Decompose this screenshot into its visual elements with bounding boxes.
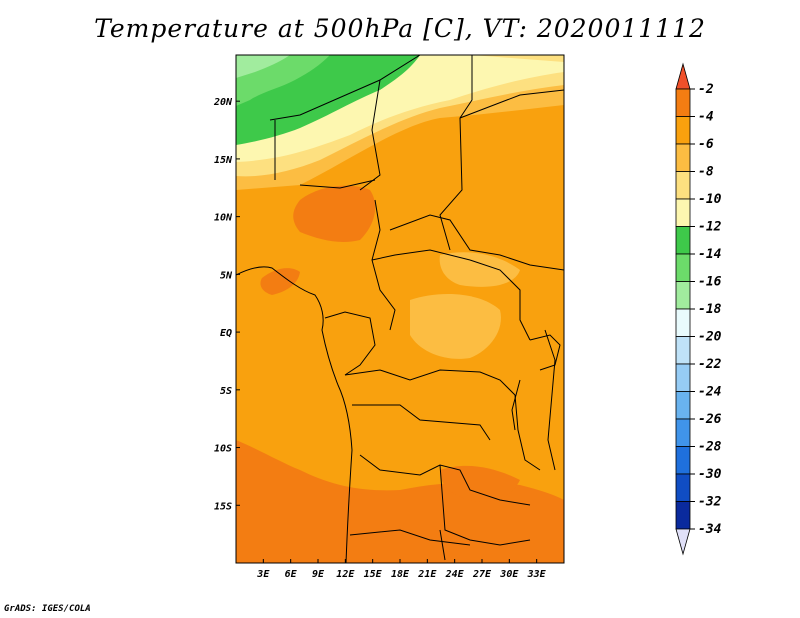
colorbar-label: -14 [698, 247, 722, 262]
colorbar-label: -22 [698, 357, 722, 372]
colorbar-label: -10 [698, 192, 722, 207]
colorbar-label: -6 [698, 137, 714, 152]
colorbar-label: -26 [698, 412, 722, 427]
x-tick-label: 15E [364, 569, 383, 580]
y-tick-label: 5N [220, 270, 233, 281]
grads-credit: GrADS: IGES/COLA [4, 604, 91, 614]
y-tick-label: 15S [214, 501, 232, 512]
colorbar-label: -8 [698, 165, 714, 180]
patch-minus2-southeast [440, 465, 520, 502]
patch-warm-west [260, 268, 300, 295]
x-tick-label: 30E [499, 569, 519, 580]
x-tick-label: 18E [391, 569, 410, 580]
x-tick-label: 24E [445, 569, 465, 580]
colorbar-swatch [675, 88, 691, 117]
x-tick-label: 3E [256, 569, 270, 580]
y-axis: 20N 15N 10N 5N EQ 5S 10S 15S [213, 97, 240, 512]
colorbar-swatch [675, 418, 691, 447]
colorbar-swatch [675, 473, 691, 502]
y-tick-label: 15N [214, 155, 233, 166]
x-tick-label: 21E [417, 569, 437, 580]
chart-title: Temperature at 500hPa [C], VT: 202001111… [94, 14, 706, 43]
colorbar-label: -20 [698, 330, 722, 345]
x-tick-label: 6E [285, 569, 298, 580]
colorbar-swatch [675, 281, 691, 310]
colorbar-label: -18 [698, 302, 722, 317]
colorbar-swatch [675, 308, 691, 337]
colorbar-label: -4 [698, 110, 714, 125]
colorbar-swatch [675, 253, 691, 282]
x-tick-label: 27E [472, 569, 492, 580]
colorbar-label: -28 [698, 440, 722, 455]
x-tick-label: 33E [527, 569, 547, 580]
colorbar-swatch [675, 198, 691, 227]
colorbar-label: -32 [698, 495, 722, 510]
y-tick-label: 5S [220, 386, 232, 397]
colorbar-cap-top [675, 62, 691, 90]
colorbar-label: -2 [698, 82, 714, 97]
colorbar-swatch [675, 336, 691, 365]
colorbar-swatch [675, 116, 691, 145]
colorbar-label: -24 [698, 385, 722, 400]
y-tick-label: 10S [214, 444, 232, 455]
colorbar-label: -16 [698, 275, 722, 290]
patch-warm-sahel [293, 185, 376, 243]
x-axis: 3E 6E 9E 12E 15E 18E 21E 24E 27E 30E 33E [256, 559, 547, 580]
y-tick-label: 10N [214, 213, 233, 224]
coastline [236, 266, 353, 563]
colorbar-swatch [675, 171, 691, 200]
band-minus16 [236, 55, 290, 78]
colorbar-label: -34 [698, 522, 722, 537]
patch-cool-east [439, 252, 520, 287]
colorbar-swatch [675, 446, 691, 475]
y-tick-label: 20N [213, 97, 233, 108]
x-tick-label: 9E [312, 569, 325, 580]
colorbar-swatch [675, 143, 691, 172]
colorbar-cap-bottom [675, 528, 691, 556]
colorbar-label: -12 [698, 220, 722, 235]
temperature-field [236, 55, 564, 563]
patch-cool-congo [410, 294, 501, 359]
colorbar-swatch [675, 391, 691, 420]
colorbar: -2 -4 -6 -8 -10 -12 -14 -16 -18 -20 -22 -24 -26 -28 -3… [675, 62, 722, 556]
colorbar-swatch [675, 363, 691, 392]
colorbar-label: -30 [698, 467, 722, 482]
colorbar-swatch [675, 501, 691, 530]
y-tick-label: EQ [220, 328, 232, 339]
colorbar-swatch [675, 226, 691, 255]
country-borders [236, 55, 564, 563]
band-minus2-south [236, 440, 564, 563]
x-tick-label: 12E [336, 569, 355, 580]
